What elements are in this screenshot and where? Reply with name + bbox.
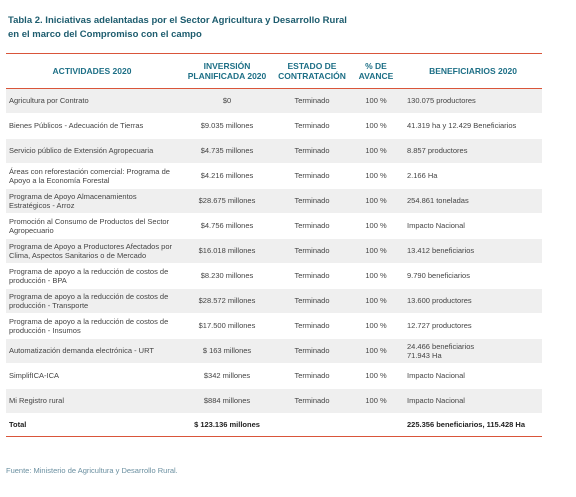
table-cell: 130.075 productores	[404, 88, 542, 114]
table-row: Agricultura por Contrato $0 Terminado 100 %…	[6, 88, 542, 114]
table-cell: 100 %	[348, 313, 404, 339]
table-cell: Promoción al Consumo de Productos del Se…	[6, 213, 178, 239]
table-row: Mi Registro rural $884 millones Terminado 1…	[6, 388, 542, 414]
table-cell: 9.790 beneficiarios	[404, 263, 542, 289]
table-cell: 100 %	[348, 88, 404, 114]
table-cell: 100 %	[348, 388, 404, 414]
table-cell: Programa de apoyo a la reducción de cost…	[6, 263, 178, 289]
header-row: ACTIVIDADES 2020 INVERSIÓN PLANIFICADA 20…	[6, 53, 542, 89]
table-cell: SimplifICA-ICA	[6, 363, 178, 389]
header-cell: ESTADO DE CONTRATACIÓN	[276, 53, 348, 89]
table-cell: Terminado	[276, 363, 348, 389]
empty-cell	[348, 413, 404, 437]
table-cell: Áreas con reforestación comercial: Progr…	[6, 163, 178, 189]
table-cell: Automatización demanda electrónica - URT	[6, 338, 178, 364]
table-cell: Terminado	[276, 163, 348, 189]
table-cell: 100 %	[348, 238, 404, 264]
table-cell: $17.500 millones	[178, 313, 276, 339]
table-cell: $9.035 millones	[178, 113, 276, 139]
table-cell: 100 %	[348, 113, 404, 139]
table-row: Automatización demanda electrónica - URT…	[6, 338, 542, 364]
table-cell: Impacto Nacional	[404, 363, 542, 389]
table-cell: $0	[178, 88, 276, 114]
table-row: Promoción al Consumo de Productos del Se…	[6, 213, 542, 239]
table-row: Áreas con reforestación comercial: Progr…	[6, 163, 542, 189]
table-cell: 100 %	[348, 163, 404, 189]
table-cell: 8.857 productores	[404, 138, 542, 164]
table-cell: 12.727 productores	[404, 313, 542, 339]
table-cell: $28.572 millones	[178, 288, 276, 314]
table-row: Programa de Apoyo a Productores Afectado…	[6, 238, 542, 264]
table-cell: Terminado	[276, 313, 348, 339]
table-row: Programa de Apoyo Almacenamientos Estrat…	[6, 188, 542, 214]
table-row: Programa de apoyo a la reducción de cost…	[6, 288, 542, 314]
table-cell: 13.412 beneficiarios	[404, 238, 542, 264]
table-cell: 100 %	[348, 263, 404, 289]
table-cell: Terminado	[276, 113, 348, 139]
table-cell: $16.018 millones	[178, 238, 276, 264]
table-cell: Terminado	[276, 138, 348, 164]
total-row: Total $ 123.136 millones 225.356 beneficia…	[6, 413, 542, 437]
table-cell: 2.166 Ha	[404, 163, 542, 189]
table-cell: Agricultura por Contrato	[6, 88, 178, 114]
table-cell: $4.756 millones	[178, 213, 276, 239]
table-cell: Programa de Apoyo a Productores Afectado…	[6, 238, 178, 264]
empty-cell	[276, 413, 348, 437]
table-cell: $4.216 millones	[178, 163, 276, 189]
table-cell: Terminado	[276, 213, 348, 239]
table-row: Servicio público de Extensión Agropecuar…	[6, 138, 542, 164]
table-cell: $884 millones	[178, 388, 276, 414]
table-cell: Impacto Nacional	[404, 213, 542, 239]
table-body: Agricultura por Contrato $0 Terminado 100 %…	[6, 88, 542, 437]
table-cell: Servicio público de Extensión Agropecuar…	[6, 138, 178, 164]
table-cell: Terminado	[276, 288, 348, 314]
table-cell: 24.466 beneficiarios 71.943 Ha	[404, 338, 542, 364]
table-cell: 254.861 toneladas	[404, 188, 542, 214]
table-cell: 100 %	[348, 138, 404, 164]
table-row: Programa de apoyo a la reducción de cost…	[6, 313, 542, 339]
table-cell: $28.675 millones	[178, 188, 276, 214]
table-cell: Programa de apoyo a la reducción de cost…	[6, 313, 178, 339]
total-investment: $ 123.136 millones	[178, 413, 276, 437]
table-row: Programa de apoyo a la reducción de cost…	[6, 263, 542, 289]
table-cell: 100 %	[348, 338, 404, 364]
table-cell: $8.230 millones	[178, 263, 276, 289]
table-cell: Programa de apoyo a la reducción de cost…	[6, 288, 178, 314]
table-cell: Bienes Públicos - Adecuación de Tierras	[6, 113, 178, 139]
table-cell: Terminado	[276, 338, 348, 364]
table-row: SimplifICA-ICA $342 millones Terminado 100 …	[6, 363, 542, 389]
table-cell: Terminado	[276, 263, 348, 289]
table-cell: $ 163 millones	[178, 338, 276, 364]
table-cell: Terminado	[276, 388, 348, 414]
header-cell: INVERSIÓN PLANIFICADA 2020	[178, 53, 276, 89]
table: ACTIVIDADES 2020 INVERSIÓN PLANIFICADA 20…	[6, 53, 542, 437]
table-cell: Programa de Apoyo Almacenamientos Estrat…	[6, 188, 178, 214]
table-cell: Terminado	[276, 88, 348, 114]
table-cell: 100 %	[348, 213, 404, 239]
table-cell: 100 %	[348, 363, 404, 389]
table-cell: 13.600 productores	[404, 288, 542, 314]
total-beneficiaries: 225.356 beneficiarios, 115.428 Ha	[404, 413, 542, 437]
total-label: Total	[6, 413, 178, 437]
header-cell: BENEFICIARIOS 2020	[404, 53, 542, 89]
source-note: Fuente: Ministerio de Agricultura y Desa…	[6, 466, 178, 475]
table-cell: 100 %	[348, 188, 404, 214]
table-cell: $342 millones	[178, 363, 276, 389]
header-cell: ACTIVIDADES 2020	[6, 53, 178, 89]
table-cell: Terminado	[276, 238, 348, 264]
table-row: Bienes Públicos - Adecuación de Tierras $…	[6, 113, 542, 139]
table-cell: 41.319 ha y 12.429 Beneficiarios	[404, 113, 542, 139]
table-title: Tabla 2. Iniciativas adelantadas por el …	[8, 15, 347, 40]
table-cell: Terminado	[276, 188, 348, 214]
table-cell: Impacto Nacional	[404, 388, 542, 414]
table-cell: Mi Registro rural	[6, 388, 178, 414]
header-cell: % DE AVANCE	[348, 53, 404, 89]
table-cell: 100 %	[348, 288, 404, 314]
table-cell: $4.735 millones	[178, 138, 276, 164]
